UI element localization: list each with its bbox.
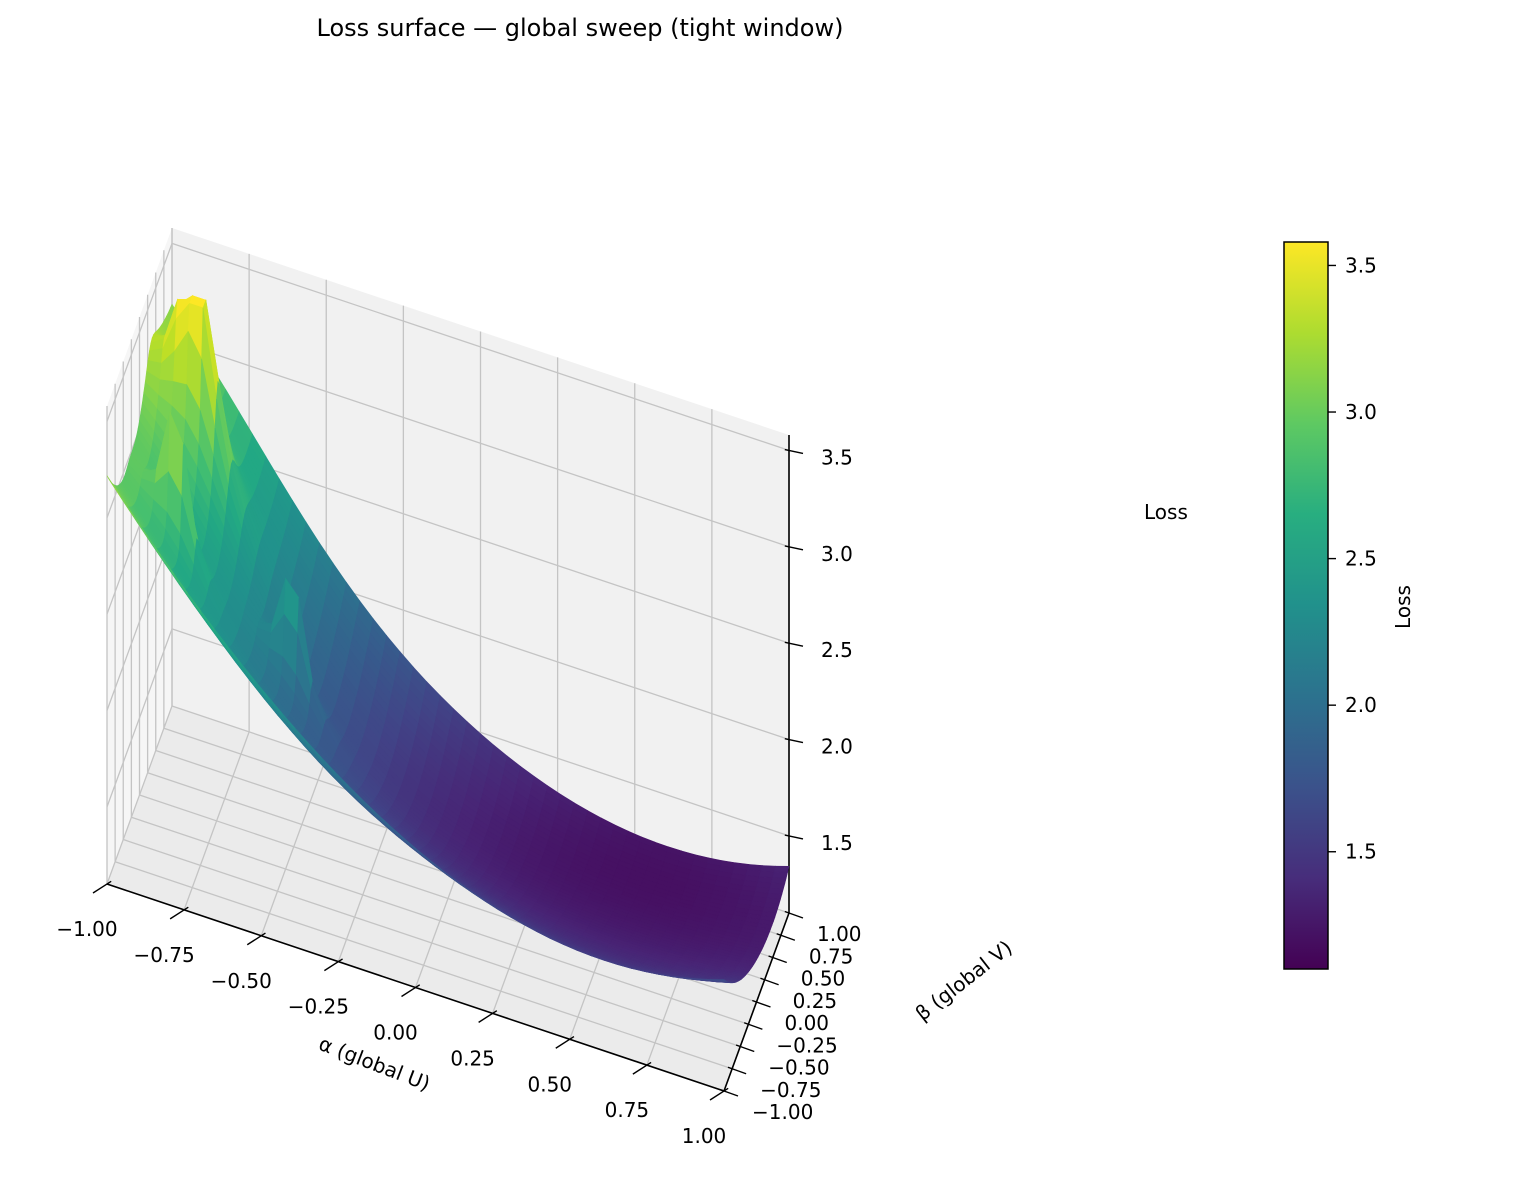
colorbar: 1.5 2.0 2.5 3.0 3.5 Loss [1283, 241, 1415, 970]
colorbar-tick-label: 2.5 [1345, 547, 1377, 571]
grid-line-loss [171, 242, 790, 452]
y-axis-tick [768, 955, 787, 964]
colorbar-gradient [1283, 241, 1329, 970]
z-axis-tick [784, 737, 804, 744]
y-axis-tick-label: 0.50 [801, 967, 846, 991]
z-axis-label: Loss [1144, 500, 1188, 524]
surface-patch [772, 871, 788, 879]
x-axis-tick [555, 1035, 575, 1049]
colorbar-tick-label: 3.0 [1345, 400, 1377, 424]
y-axis-label: β (global V) [911, 935, 1017, 1025]
loss-surface [106, 295, 790, 984]
grid-line-loss [106, 532, 173, 711]
x-axis-tick [323, 958, 343, 972]
x-axis-tick [92, 880, 112, 894]
y-axis-tick-label: −0.50 [768, 1056, 829, 1080]
colorbar-tick-label: 1.5 [1345, 840, 1377, 864]
y-axis-tick-label: 0.25 [793, 989, 838, 1013]
x-axis-tick-label: 0.25 [450, 1046, 495, 1070]
y-axis-tick [760, 977, 779, 986]
surface-patch [760, 865, 776, 873]
grid-line-beta [123, 838, 741, 1048]
surface-patch [773, 865, 790, 873]
x-axis-tick [169, 906, 189, 920]
axis-ticks [92, 448, 804, 1101]
z-axis-tick-label: 3.0 [821, 542, 853, 566]
x-axis-tick-label: 0.75 [605, 1098, 650, 1122]
z-axis-tick-label: 2.0 [821, 735, 853, 759]
z-axis-tick [784, 834, 804, 840]
x-axis-tick-label: −0.25 [288, 995, 349, 1019]
surface-patch [770, 877, 787, 884]
y-axis-tick [719, 1088, 739, 1097]
x-axis-tick-label: 1.00 [682, 1124, 727, 1148]
z-axis-tick [784, 448, 804, 455]
z-axis-tick-label: 3.5 [821, 445, 853, 469]
grid-line-loss [171, 435, 790, 644]
colorbar-tick-label: 2.0 [1345, 693, 1377, 717]
y-axis-tick-label: −1.00 [752, 1100, 813, 1124]
x-axis-tick [478, 1010, 498, 1023]
x-axis-tick-label: 0.00 [373, 1021, 418, 1045]
axis-tick-labels: −1.00−0.75−0.50−0.250.000.250.500.751.00… [56, 445, 861, 1148]
y-axis-tick [776, 933, 796, 941]
grid-line-beta [114, 861, 733, 1070]
y-axis-tick [752, 999, 771, 1008]
y-axis-tick [727, 1066, 747, 1075]
colorbar-tick-label: 3.5 [1345, 253, 1377, 277]
y-axis-tick-label: 0.00 [785, 1011, 830, 1035]
colorbar-ticks: 1.5 2.0 2.5 3.0 3.5 [1328, 253, 1377, 864]
x-axis-tick-label: −1.00 [56, 917, 117, 941]
x-axis-tick-label: −0.50 [211, 969, 272, 993]
z-axis-tick-label: 2.5 [821, 638, 853, 662]
grid-line-loss [171, 339, 790, 548]
y-axis-tick-label: −0.25 [776, 1033, 837, 1057]
x-axis-tick-label: 0.50 [527, 1072, 572, 1096]
x-axis-tick [709, 1087, 729, 1101]
z-axis-tick [784, 545, 804, 551]
y-axis-tick-label: 1.00 [817, 922, 862, 946]
surface-patch [709, 979, 727, 981]
colorbar-label: Loss [1391, 585, 1415, 629]
x-axis-tick [401, 984, 421, 998]
y-axis-tick [743, 1022, 763, 1030]
y-axis-tick-label: 0.75 [809, 944, 854, 968]
grid-line-beta [131, 816, 749, 1025]
x-axis-tick-label: −0.75 [133, 943, 194, 967]
grid-line-loss [106, 628, 173, 808]
z-axis-tick [784, 641, 804, 647]
grid-line-loss [106, 243, 173, 422]
x-axis-tick [246, 932, 266, 946]
z-axis-tick-label: 1.5 [821, 831, 853, 855]
chart-title: Loss surface — global sweep (tight windo… [317, 14, 844, 42]
y-axis-tick-label: −0.75 [760, 1078, 821, 1102]
y-axis-tick [735, 1044, 755, 1053]
x-axis-tick [632, 1061, 652, 1075]
y-axis-tick [784, 910, 804, 919]
axes-3d: −1.00−0.75−0.50−0.250.000.250.500.751.00… [56, 228, 862, 1148]
